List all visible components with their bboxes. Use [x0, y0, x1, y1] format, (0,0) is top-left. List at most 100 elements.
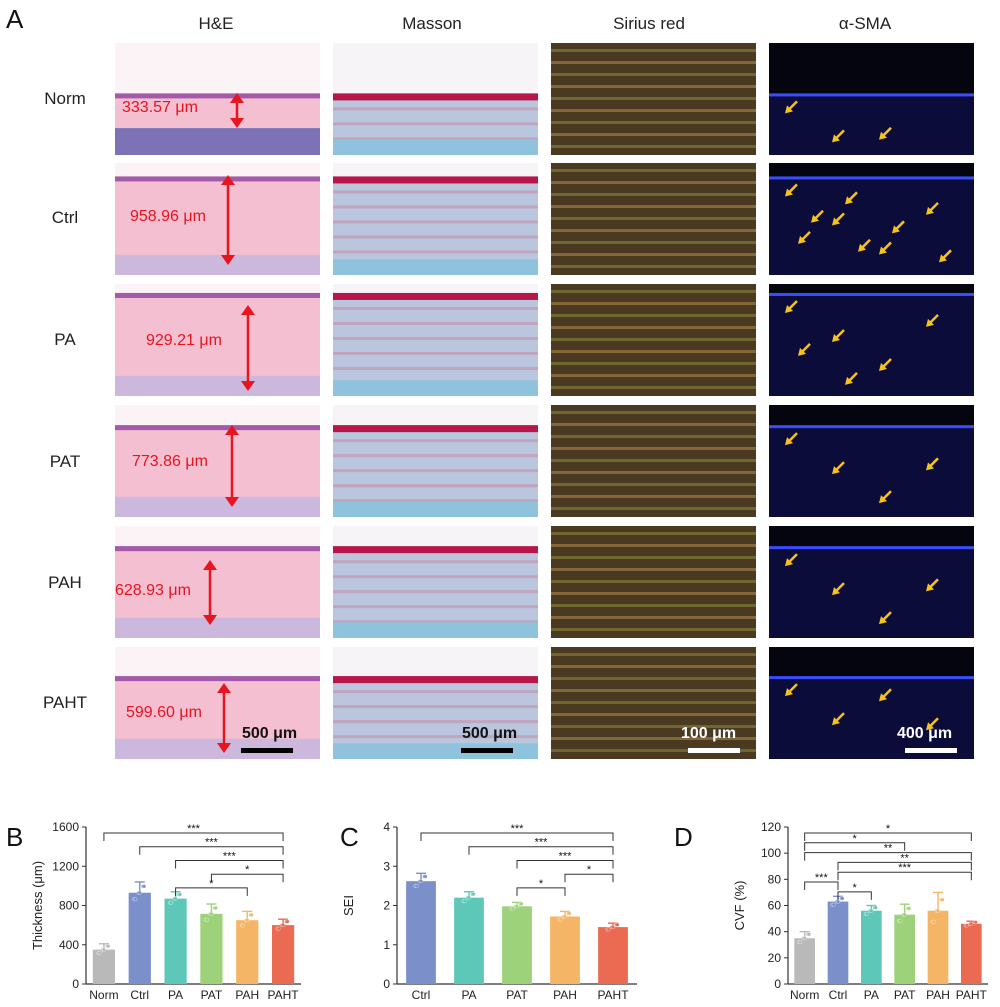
- micrograph-masson-pat: [333, 405, 538, 517]
- significance-label: *: [539, 878, 544, 890]
- scalebar-label-he: 500 μm: [242, 725, 298, 742]
- data-point: [142, 884, 147, 889]
- data-point: [467, 895, 471, 900]
- y-tick-label: 120: [761, 820, 781, 834]
- data-point: [423, 874, 428, 879]
- arrow-icon: [926, 578, 939, 592]
- arrow-icon: [939, 249, 952, 263]
- arrow-icon: [926, 201, 939, 215]
- data-point: [510, 906, 515, 911]
- micrograph-masson-pah: [333, 526, 538, 638]
- bar-ctrl: [128, 892, 151, 984]
- data-point: [462, 899, 467, 904]
- arrow-icon: [845, 372, 858, 385]
- thickness-label-paht: 599.60 μm: [126, 704, 202, 721]
- micrograph-he-pat: [115, 405, 320, 517]
- panel-label-c: C: [340, 822, 359, 852]
- significance-bracket: [420, 832, 614, 841]
- data-point: [97, 951, 102, 956]
- x-tick-label: PA: [461, 988, 476, 1002]
- data-point: [249, 912, 254, 917]
- arrow-icon: [785, 553, 798, 567]
- data-point: [519, 901, 524, 906]
- micrograph-sirius-pat: [551, 405, 756, 517]
- x-tick-label: Ctrl: [412, 988, 431, 1002]
- arrow-icon: [832, 582, 845, 596]
- data-point: [205, 917, 209, 922]
- x-tick-label: PAH: [553, 988, 577, 1002]
- arrow-icon: [798, 343, 811, 356]
- arrow-icon: [832, 129, 845, 143]
- row-label-pah: PAH: [48, 573, 82, 592]
- micrograph-he-pah: [115, 526, 320, 638]
- bar-pat: [502, 906, 532, 984]
- y-tick-label: 1600: [52, 820, 79, 834]
- significance-label: ***: [511, 823, 525, 835]
- significance-bracket: [837, 891, 872, 900]
- arrow-icon: [926, 314, 939, 327]
- micrograph-masson-norm: [333, 43, 538, 155]
- arrow-icon: [785, 683, 798, 697]
- arrow-icon: [845, 191, 858, 205]
- bar-paht: [598, 927, 628, 984]
- bar-pah: [927, 910, 949, 984]
- arrow-icon: [798, 230, 811, 244]
- y-tick-label: 4: [383, 820, 390, 834]
- bar-ctrl: [406, 881, 436, 984]
- x-tick-label: PAT: [894, 988, 916, 1002]
- arrow-icon: [811, 209, 824, 223]
- chart-thickness: 0 400 800 1200 1600 Thickness (μm) Norm Ctrl PA P…: [30, 820, 301, 1002]
- arrow-icon: [785, 100, 798, 114]
- panel-label-a: A: [6, 4, 24, 34]
- micrograph-sirius-pah: [551, 526, 756, 638]
- y-axis-label: SEI: [341, 895, 356, 916]
- significance-label: **: [900, 852, 909, 864]
- micrograph-sirius-norm: [551, 43, 756, 155]
- data-point: [245, 918, 250, 923]
- micrograph-sirius-pa: [551, 284, 756, 396]
- y-tick-label: 400: [59, 938, 79, 952]
- data-point: [281, 923, 286, 928]
- data-point: [615, 922, 620, 927]
- significance-label: *: [587, 864, 592, 876]
- arrow-icon: [785, 432, 798, 446]
- y-tick-label: 40: [768, 925, 782, 939]
- scalebar-label-sirius: 100 μm: [681, 725, 737, 742]
- data-point: [563, 914, 567, 919]
- micrograph-sma-ctrl: [769, 163, 974, 275]
- arrow-icon: [879, 241, 892, 255]
- data-point: [802, 936, 807, 941]
- x-tick-label: Norm: [89, 988, 118, 1002]
- micrograph-he-ctrl: [115, 163, 320, 275]
- significance-label: ***: [223, 850, 237, 862]
- data-point: [169, 900, 174, 905]
- bar-pah: [550, 916, 580, 984]
- panel-label-d: D: [674, 822, 693, 852]
- thickness-label-pah: 628.93 μm: [115, 582, 191, 599]
- x-tick-label: PAT: [506, 988, 528, 1002]
- bar-paht: [961, 923, 982, 984]
- row-label-paht: PAHT: [42, 693, 88, 712]
- row-label-ctrl: Ctrl: [51, 208, 79, 227]
- data-point: [276, 926, 281, 931]
- y-tick-label: 0: [383, 977, 390, 991]
- y-tick-label: 2: [383, 899, 390, 913]
- significance-label: *: [853, 833, 858, 845]
- x-tick-label: PAH: [235, 988, 259, 1002]
- bar-pat: [894, 914, 915, 984]
- micrograph-masson-ctrl: [333, 163, 538, 275]
- data-point: [902, 912, 907, 917]
- scale-bar: [688, 748, 740, 753]
- data-point: [936, 908, 940, 913]
- significance-label: ***: [535, 837, 549, 849]
- x-tick-label: PAHT: [956, 988, 988, 1002]
- double-arrow-icon: [241, 305, 255, 391]
- data-point: [471, 892, 476, 897]
- double-arrow-icon: [225, 425, 239, 507]
- x-tick-label: Norm: [790, 988, 819, 1002]
- significance-bracket: [837, 861, 972, 871]
- significance-label: ***: [559, 850, 573, 862]
- significance-bracket: [175, 887, 248, 896]
- x-tick-label: Ctrl: [130, 988, 149, 1002]
- data-point: [907, 906, 912, 911]
